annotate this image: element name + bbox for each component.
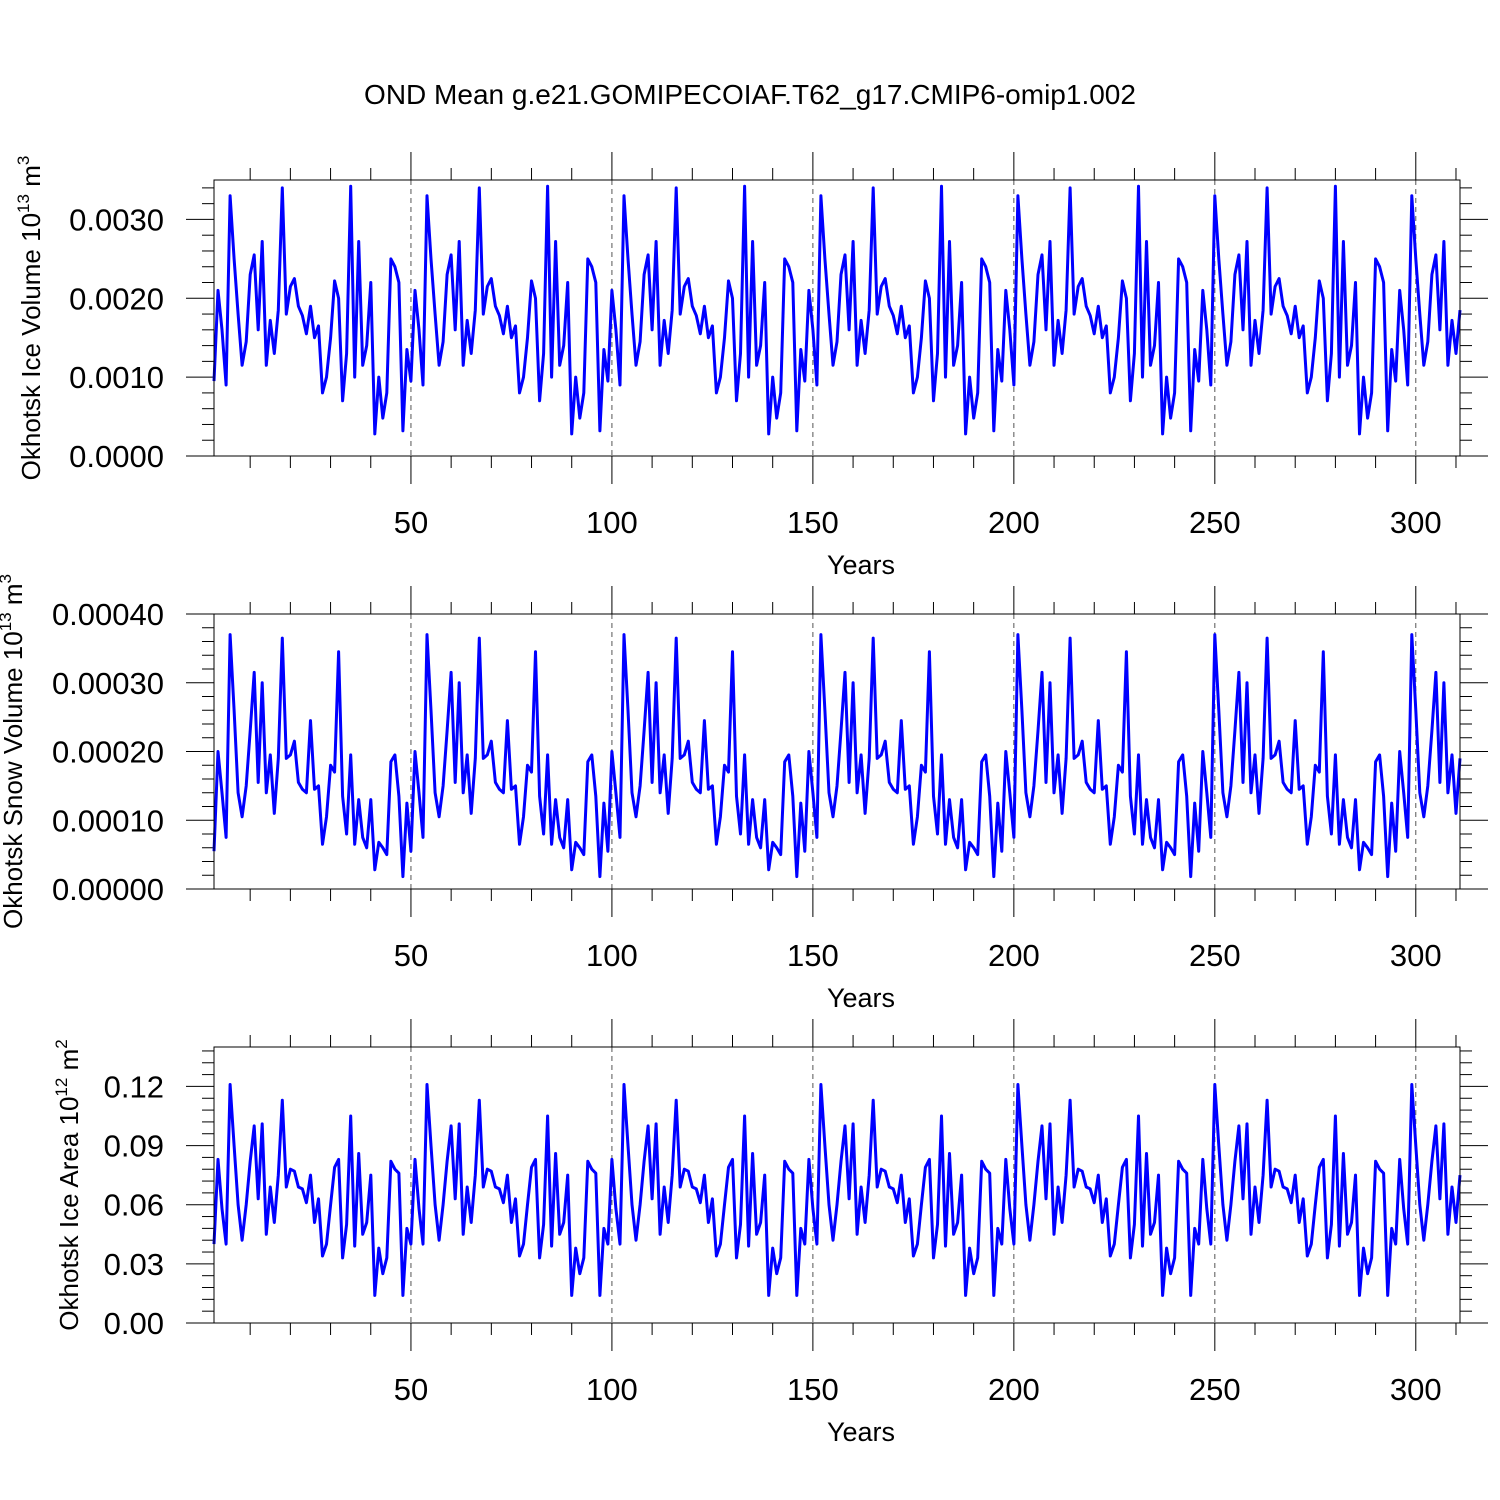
x-tick-label: 250	[1189, 505, 1241, 540]
y-axis-label: Okhotsk Ice Area 1012 m2	[52, 1039, 84, 1330]
x-tick-label: 100	[586, 505, 638, 540]
panels: 50 100 150 200 250 3000.00000.00100.00200.003…	[0, 152, 1488, 1447]
y-tick-label: 0.00030	[52, 666, 164, 701]
x-tick-label: 50	[394, 938, 428, 973]
x-tick-label: 200	[988, 505, 1040, 540]
x-tick-label: 250	[1189, 1372, 1241, 1407]
series-line	[212, 1083, 1462, 1297]
y-tick-label: 0.0010	[69, 360, 164, 395]
chart-title: OND Mean g.e21.GOMIPECOIAF.T62_g17.CMIP6…	[364, 79, 1136, 110]
x-tick-label: 150	[787, 505, 839, 540]
x-tick-label: 100	[586, 1372, 638, 1407]
x-tick-label: 300	[1390, 938, 1442, 973]
x-tick-label: 250	[1189, 938, 1241, 973]
y-axis-label: Okhotsk Ice Volume 1013 m3	[14, 156, 46, 481]
x-axis-label: Years	[827, 550, 895, 580]
y-axis-label: Okhotsk Snow Volume 1013 m3	[0, 574, 28, 929]
x-tick-label: 300	[1390, 505, 1442, 540]
x-tick-label: 50	[394, 505, 428, 540]
y-tick-label: 0.0000	[69, 439, 164, 474]
y-tick-label: 0.12	[104, 1069, 164, 1104]
y-tick-label: 0.03	[104, 1247, 164, 1282]
panel-1: 50 100 150 200 250 300 0.0000 0.0010 0.0020 0.003…	[14, 152, 1488, 580]
plot-frame	[213, 179, 1461, 457]
x-tick-label: 150	[787, 938, 839, 973]
y-tick-label: 0.00040	[52, 597, 164, 632]
panel-2: 50 100 150 200 250 300 0.00000 0.00010 0.00020 0.…	[0, 574, 1488, 1013]
plot-frame	[213, 613, 1461, 890]
y-tick-label: 0.0030	[69, 202, 164, 237]
panel-3: 50 100 150 200 250 300 0.00 0.03 0.06 0.09 0.12 Yea…	[52, 1019, 1488, 1447]
x-axis-label: Years	[827, 1417, 895, 1447]
x-tick-label: 150	[787, 1372, 839, 1407]
y-tick-label: 0.06	[104, 1188, 164, 1223]
y-tick-label: 0.00010	[52, 803, 164, 838]
y-tick-label: 0.0020	[69, 281, 164, 316]
y-tick-label: 0.00000	[52, 872, 164, 907]
y-tick-label: 0.00020	[52, 735, 164, 770]
series-line	[212, 633, 1462, 879]
x-tick-label: 200	[988, 1372, 1040, 1407]
x-axis-label: Years	[827, 983, 895, 1013]
x-tick-label: 300	[1390, 1372, 1442, 1407]
x-tick-label: 50	[394, 1372, 428, 1407]
x-tick-label: 200	[988, 938, 1040, 973]
series-line	[212, 184, 1462, 436]
y-tick-label: 0.00	[104, 1306, 164, 1341]
plot-frame	[213, 1046, 1461, 1324]
y-tick-label: 0.09	[104, 1129, 164, 1164]
x-tick-label: 100	[586, 938, 638, 973]
